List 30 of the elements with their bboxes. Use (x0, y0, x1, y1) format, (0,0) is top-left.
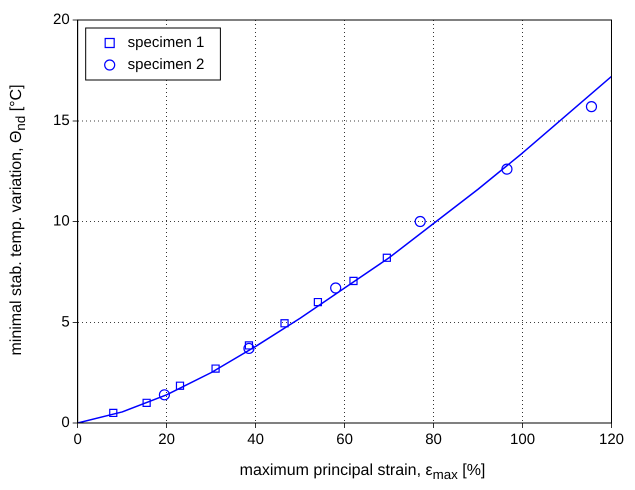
point (109, 408, 118, 418)
point (142, 398, 151, 407)
point (280, 319, 289, 328)
x-axis-title: maximum principal strain, ε$_{max}$ [%] (238, 462, 486, 482)
y-tick-label: 10 (52, 212, 70, 230)
x-tick-label: 80 (425, 431, 442, 448)
point (158, 389, 170, 400)
x-tick-label: 60 (336, 431, 353, 448)
legend-label: specimen 2 (128, 56, 204, 74)
x-tick-label: 40 (247, 431, 264, 448)
x-tick-label: 120 (598, 431, 624, 448)
legend-label: specimen 1 (128, 34, 204, 52)
point (382, 254, 391, 262)
point (176, 382, 184, 390)
point (243, 342, 255, 354)
x-tick-label: 20 (158, 431, 175, 448)
y-tick-label: 15 (52, 112, 70, 129)
point (349, 276, 358, 286)
y-tick-label: 5 (61, 313, 70, 330)
point (414, 216, 426, 228)
y-tick-label: 20 (52, 11, 70, 28)
x-tick-label: 0 (74, 431, 82, 448)
point (314, 298, 322, 306)
point (501, 164, 513, 175)
x-tick-label: 100 (510, 431, 536, 448)
point (330, 282, 342, 294)
point (211, 364, 220, 373)
point (586, 101, 598, 112)
point (244, 341, 254, 350)
y-tick-label: 0 (61, 414, 70, 432)
